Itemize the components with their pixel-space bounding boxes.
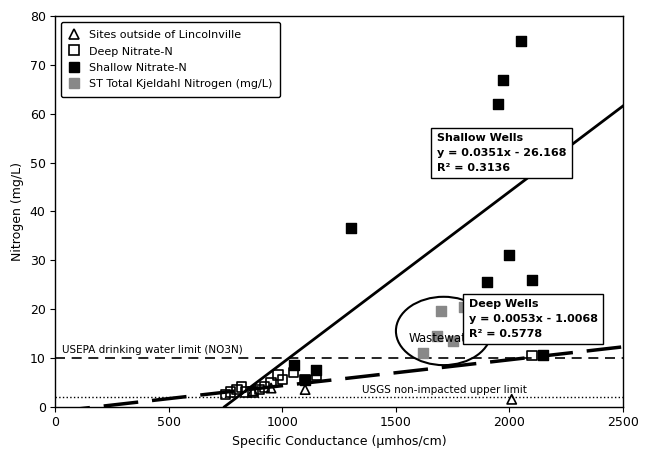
Point	[432, 332, 442, 340]
Y-axis label: Nitrogen (mg/L): Nitrogen (mg/L)	[11, 162, 24, 261]
Point	[482, 279, 492, 286]
Point	[311, 366, 322, 374]
Point	[220, 391, 231, 398]
Point	[436, 308, 447, 315]
Point	[300, 376, 310, 383]
Point	[266, 379, 276, 386]
Point	[538, 352, 549, 359]
Text: Wastewater: Wastewater	[409, 332, 478, 345]
Point	[255, 386, 265, 393]
Point	[504, 252, 515, 259]
Point	[300, 386, 310, 393]
Point	[515, 37, 526, 44]
Point	[277, 376, 287, 383]
Point	[493, 101, 503, 108]
Text: USEPA drinking water limit (NO3N): USEPA drinking water limit (NO3N)	[62, 345, 243, 355]
Point	[248, 387, 258, 395]
Point	[225, 388, 235, 396]
Point	[527, 276, 538, 283]
Point	[497, 76, 508, 83]
Legend: Sites outside of Lincolnville, Deep Nitrate-N, Shallow Nitrate-N, ST Total Kjeld: Sites outside of Lincolnville, Deep Nitr…	[61, 22, 280, 97]
Point	[237, 383, 247, 391]
Point	[289, 369, 299, 376]
Point	[232, 386, 242, 393]
Point	[259, 383, 270, 391]
Text: Shallow Wells
y = 0.0351x - 26.168
R² = 0.3136: Shallow Wells y = 0.0351x - 26.168 R² = …	[437, 133, 566, 173]
Point	[266, 384, 276, 392]
Point	[506, 396, 517, 403]
Point	[300, 376, 310, 383]
Point	[418, 349, 428, 357]
Point	[527, 352, 538, 359]
Text: Deep Wells
y = 0.0053x - 1.0068
R² = 0.5778: Deep Wells y = 0.0053x - 1.0068 R² = 0.5…	[469, 299, 597, 339]
Point	[241, 388, 252, 396]
Point	[272, 371, 283, 379]
X-axis label: Specific Conductance (μmhos/cm): Specific Conductance (μmhos/cm)	[232, 435, 447, 448]
Point	[289, 361, 299, 369]
Point	[345, 225, 356, 232]
Text: USGS non-impacted upper limit: USGS non-impacted upper limit	[362, 386, 526, 395]
Point	[459, 303, 469, 310]
Point	[311, 371, 322, 379]
Point	[447, 337, 458, 344]
Point	[248, 388, 258, 396]
